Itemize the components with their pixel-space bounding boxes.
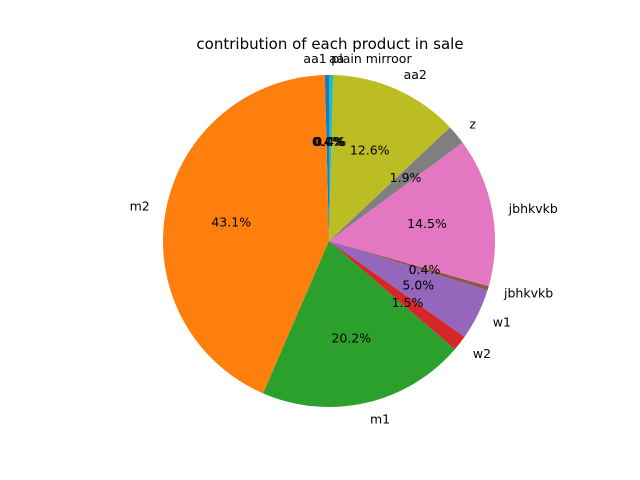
slice-label-aa-10: aa bbox=[329, 51, 344, 66]
pie-slices bbox=[163, 75, 495, 407]
slice-percent-aa1-0: 0.4% bbox=[312, 134, 344, 149]
slice-percent-w2-3: 1.5% bbox=[392, 295, 424, 310]
pie-slice-w2-3 bbox=[329, 241, 465, 350]
slice-label-aa1-0: aa1 bbox=[303, 51, 326, 66]
slice-label-m1-2: m1 bbox=[370, 411, 390, 426]
pie-slice-z-7 bbox=[329, 127, 463, 241]
slice-label-jbhkvkb-5: jbhkvkb bbox=[503, 286, 553, 301]
slice-label-m2-1: m2 bbox=[130, 199, 150, 214]
pie-labels: aa1 0.4% m2 43.1% m1 20.2% w2 1.5% w1 5.0% jbhkvkb… bbox=[130, 51, 558, 427]
slice-label-aa2-8: aa2 bbox=[404, 67, 427, 82]
slice-label-plain-mirroor-9: plain mirroor bbox=[331, 51, 412, 66]
slice-percent-w1-4: 5.0% bbox=[402, 278, 434, 293]
slice-label-jbhkvkb-6: jbhkvkb bbox=[508, 201, 558, 216]
slice-percent-jbhkvkb-5: 0.4% bbox=[409, 262, 441, 277]
pie-slice-aa1-0 bbox=[324, 75, 329, 241]
slice-label-z-7: z bbox=[469, 117, 476, 132]
chart-title: contribution of each product in sale bbox=[196, 35, 463, 53]
pie-slice-jbhkvkb-5 bbox=[329, 241, 489, 291]
pie-slice-m1-2 bbox=[263, 241, 455, 407]
pie-slice-aa2-8 bbox=[329, 75, 451, 241]
pie-slice-jbhkvkb-6 bbox=[329, 142, 495, 287]
slice-percent-z-7: 1.9% bbox=[390, 170, 422, 185]
slice-percent-m1-2: 20.2% bbox=[331, 331, 371, 346]
slice-label-w1-4: w1 bbox=[493, 314, 511, 329]
slice-percent-jbhkvkb-6: 14.5% bbox=[407, 216, 447, 231]
pie-slice-plain-mirroor-9 bbox=[329, 75, 334, 241]
slice-percent-plain-mirroor-9: 0.4% bbox=[314, 134, 346, 149]
slice-percent-aa-10: 0.0% bbox=[313, 134, 345, 149]
pie-slice-w1-4 bbox=[329, 241, 488, 337]
slice-percent-m2-1: 43.1% bbox=[211, 215, 251, 230]
slice-percent-aa2-8: 12.6% bbox=[350, 143, 390, 158]
slice-label-w2-3: w2 bbox=[473, 346, 491, 361]
pie-slice-m2-1 bbox=[163, 75, 329, 394]
